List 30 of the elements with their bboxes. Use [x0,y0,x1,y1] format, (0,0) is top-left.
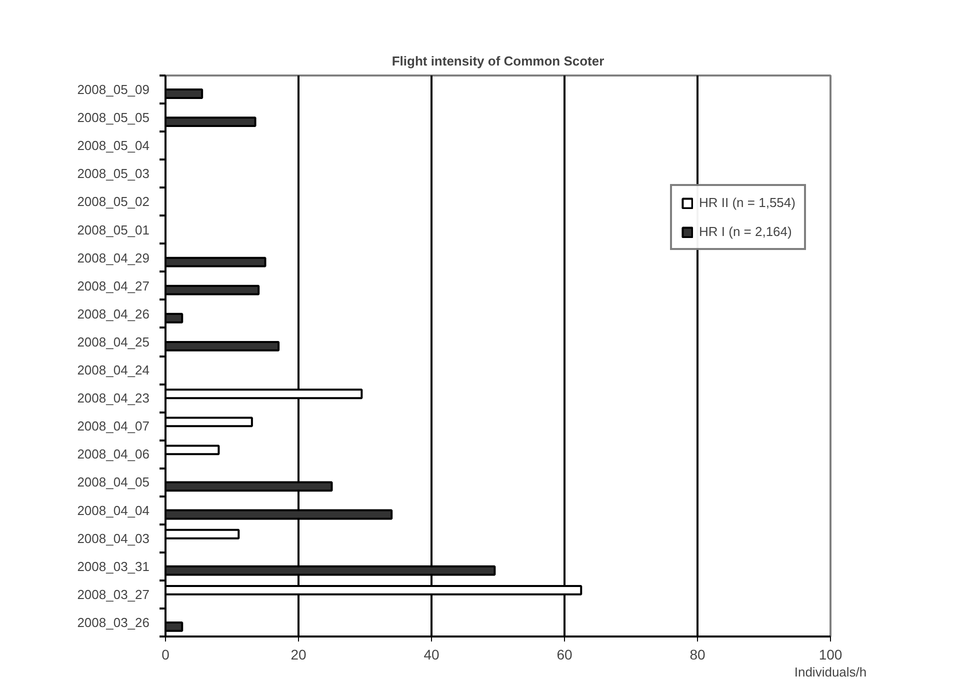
y-tick-label: 2008_04_07 [77,418,150,434]
y-tick-label: 2008_03_31 [77,558,150,574]
x-tick-label: 80 [690,646,706,662]
y-tick-label: 2008_04_25 [77,334,150,350]
y-tick-label: 2008_04_06 [77,446,150,462]
y-tick-label: 2008_04_03 [77,530,150,546]
chart-title: Flight intensity of Common Scoter [392,54,604,68]
y-tick-label: 2008_04_23 [77,390,150,406]
y-tick-label: 2008_05_05 [77,110,150,126]
y-tick-label: 2008_03_27 [77,586,150,602]
y-tick-label: 2008_04_26 [77,306,150,322]
x-tick-label: 100 [818,646,842,662]
y-tick-label: 2008_05_03 [77,166,150,182]
x-tick-label: 60 [556,646,572,662]
y-tick-label: 2008_05_01 [77,222,150,238]
x-tick-label: 20 [290,646,306,662]
x-axis-title: Individuals/h [794,664,867,680]
y-tick-label: 2008_04_27 [77,278,150,294]
y-tick-label: 2008_05_04 [77,138,150,154]
y-tick-label: 2008_04_24 [77,362,150,378]
y-tick-label: 2008_05_02 [77,194,150,210]
x-tick-label: 40 [424,646,440,662]
y-tick-label: 2008_04_05 [77,474,150,490]
legend-label: HR II (n = 1,554) [699,195,796,210]
y-tick-label: 2008_03_26 [77,614,150,630]
y-tick-label: 2008_04_04 [77,502,150,518]
x-tick-label: 0 [162,646,170,662]
y-tick-label: 2008_05_09 [77,82,150,98]
y-tick-label: 2008_04_29 [77,250,150,266]
legend-label: HR I (n = 2,164) [699,224,792,239]
